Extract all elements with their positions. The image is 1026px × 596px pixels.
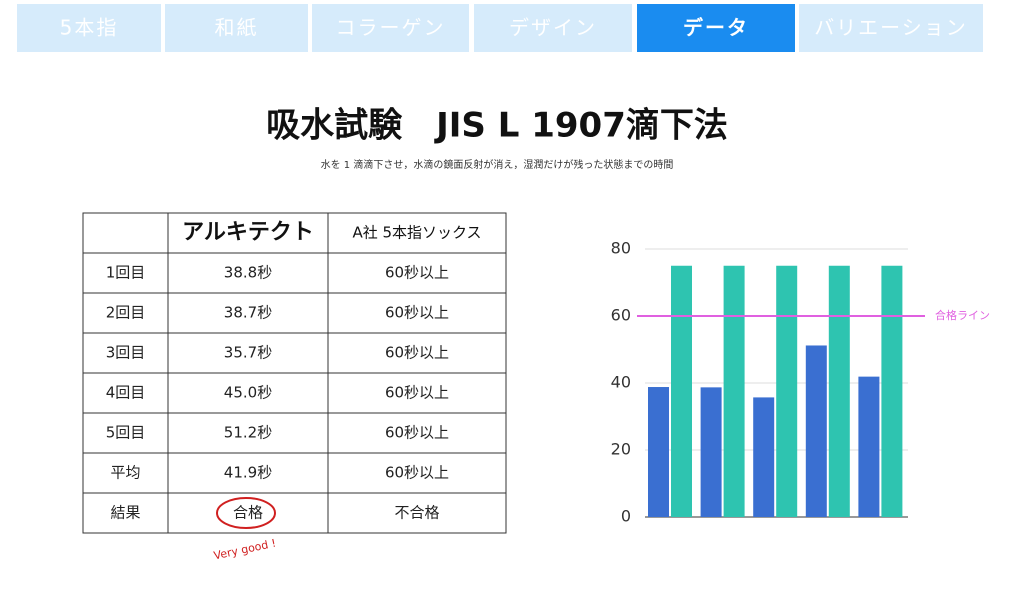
bar — [776, 265, 798, 517]
y-tick-label: 60 — [611, 306, 631, 325]
bar — [805, 345, 827, 517]
tab[interactable] — [799, 4, 983, 52]
annotation: Very good ! — [213, 537, 278, 563]
table-cell: 合格 — [233, 504, 263, 522]
table-cell: 60秒以上 — [385, 384, 449, 402]
table-cell: 45.0秒 — [224, 384, 272, 402]
table-cell: 51.2秒 — [224, 424, 272, 442]
bar — [753, 397, 775, 517]
table-cell: 60秒以上 — [385, 304, 449, 322]
table-cell: 1回目 — [106, 264, 146, 282]
table-cell: 3回目 — [106, 344, 146, 362]
bar — [671, 265, 692, 517]
title: 吸水試験 JIS L 1907滴下法 — [266, 106, 728, 146]
table-cell: 5回目 — [106, 424, 146, 442]
bar — [828, 265, 850, 517]
y-tick-label: 40 — [611, 373, 631, 392]
table-cell: 60秒以上 — [385, 344, 449, 362]
bar — [858, 376, 880, 517]
table-cell: 不合格 — [394, 504, 439, 522]
tab[interactable] — [17, 4, 161, 52]
y-tick-label: 0 — [621, 507, 631, 526]
table-cell: 41.9秒 — [224, 464, 272, 482]
tab-label: バリエーション — [814, 16, 968, 40]
tab[interactable] — [474, 4, 632, 52]
column-header: アルキテクト — [182, 220, 314, 245]
table-cell: 結果 — [110, 504, 140, 522]
tab-label: コラーゲン — [336, 16, 446, 40]
tab[interactable] — [637, 4, 795, 52]
subtitle: 水を 1 滴滴下させ，水滴の鏡面反射が消え，湿潤だけが残った状態までの時間 — [321, 158, 674, 171]
table-cell: 38.8秒 — [224, 264, 272, 282]
column-header: A社 5本指ソックス — [352, 224, 481, 242]
tab[interactable] — [165, 4, 308, 52]
table-cell: 38.7秒 — [224, 304, 272, 322]
bar — [648, 387, 669, 517]
reference-label: 合格ライン — [935, 308, 990, 322]
bar — [881, 265, 903, 517]
y-tick-label: 20 — [611, 440, 631, 459]
highlight-circle — [216, 497, 276, 529]
table-cell: 35.7秒 — [224, 344, 272, 362]
tab-label: 和紙 — [215, 16, 259, 40]
tab[interactable] — [312, 4, 469, 52]
tab-label: データ — [683, 16, 749, 40]
table-cell: 2回目 — [106, 304, 146, 322]
bar — [700, 387, 722, 517]
table-cell: 4回目 — [106, 384, 146, 402]
tab-label: 5本指 — [60, 16, 119, 40]
table-cell: 60秒以上 — [385, 264, 449, 282]
table-cell: 平均 — [110, 464, 140, 482]
table-cell: 60秒以上 — [385, 424, 449, 442]
y-tick-label: 80 — [611, 239, 631, 258]
bar — [723, 265, 745, 517]
tab-label: デザイン — [509, 16, 597, 40]
table-cell: 60秒以上 — [385, 464, 449, 482]
